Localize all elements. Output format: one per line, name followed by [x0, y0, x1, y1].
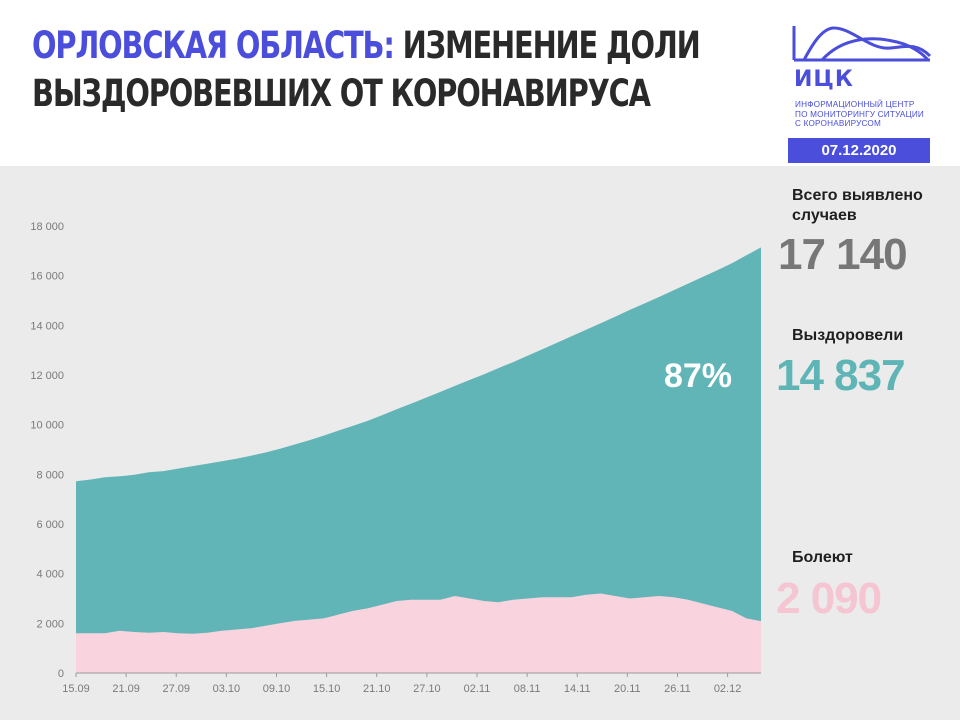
series-sick-area [76, 593, 761, 673]
recovered-label: Выздоровели [792, 327, 904, 344]
x-tick-label: 15.10 [313, 683, 341, 695]
y-tick-label: 0 [58, 668, 64, 680]
y-tick-label: 12 000 [30, 370, 64, 382]
sick-value: 2 090 [776, 574, 882, 623]
x-tick-label: 03.10 [213, 683, 241, 695]
logo: ИЦК ИНФОРМАЦИОННЫЙ ЦЕНТР ПО МОНИТОРИНГУ … [792, 20, 942, 128]
y-tick-label: 16 000 [30, 271, 64, 283]
y-tick-label: 10 000 [30, 420, 64, 432]
y-tick-label: 2 000 [36, 618, 64, 630]
page-title: ОРЛОВСКАЯ ОБЛАСТЬ: ИЗМЕНЕНИЕ ДОЛИ ВЫЗДОР… [32, 22, 701, 118]
recovered-value: 14 837 [776, 351, 906, 400]
x-tick-label: 02.11 [464, 683, 491, 695]
series-total-area [76, 247, 761, 673]
area-sick [76, 593, 761, 673]
y-tick-label: 18 000 [30, 221, 64, 233]
title-line-2: ВЫЗДОРОВЕВШИХ ОТ КОРОНАВИРУСА [32, 72, 651, 115]
total-cases-label: Всего выявлено случаев [792, 187, 923, 224]
x-tick-label: 26.11 [664, 683, 691, 695]
x-tick-label: 02.12 [714, 683, 742, 695]
title-rest: ИЗМЕНЕНИЕ ДОЛИ [402, 24, 701, 67]
x-tick-label: 20.11 [614, 683, 641, 695]
y-tick-label: 14 000 [30, 320, 64, 332]
y-tick-label: 8 000 [36, 469, 64, 481]
x-tick-label: 21.10 [363, 683, 391, 695]
x-tick-label: 09.10 [263, 683, 291, 695]
recovered-share-label: 87% [664, 357, 732, 395]
x-tick-label: 27.10 [413, 683, 441, 695]
date-badge: 07.12.2020 [788, 138, 930, 163]
total-cases-value: 17 140 [778, 230, 908, 279]
logo-subtitle: ИНФОРМАЦИОННЫЙ ЦЕНТР ПО МОНИТОРИНГУ СИТУ… [795, 100, 945, 129]
y-axis: 0 2 000 4 000 6 000 8 000 10 000 12 000 14 000 1… [30, 221, 64, 680]
logo-name: ИЦК [794, 67, 854, 92]
x-tick-label: 14.11 [564, 683, 591, 695]
y-tick-label: 6 000 [36, 519, 64, 531]
y-tick-label: 4 000 [36, 569, 64, 581]
x-tick-label: 21.09 [112, 683, 140, 695]
sick-label: Болеют [792, 549, 853, 566]
logo-subtitle-line: ПО МОНИТОРИНГУ СИТУАЦИИ [795, 109, 925, 119]
title-line-1: ОРЛОВСКАЯ ОБЛАСТЬ: ИЗМЕНЕНИЕ ДОЛИ [32, 22, 701, 70]
logo-subtitle-line: С КОРОНАВИРУСОМ [795, 119, 882, 128]
x-tick-label: 27.09 [162, 683, 190, 695]
title-region: ОРЛОВСКАЯ ОБЛАСТЬ: [32, 24, 395, 67]
x-tick-label: 15.09 [62, 683, 90, 695]
area-total-cases [76, 247, 761, 673]
x-tick-label: 08.11 [514, 683, 541, 695]
logo-subtitle-line: ИНФОРМАЦИОННЫЙ ЦЕНТР [795, 100, 915, 109]
logo-bridge-icon [792, 26, 932, 62]
header: ОРЛОВСКАЯ ОБЛАСТЬ: ИЗМЕНЕНИЕ ДОЛИ ВЫЗДОР… [0, 0, 960, 166]
x-axis: 15.09 21.09 27.09 03.10 09.10 15.10 21.10 27.10… [62, 672, 761, 695]
